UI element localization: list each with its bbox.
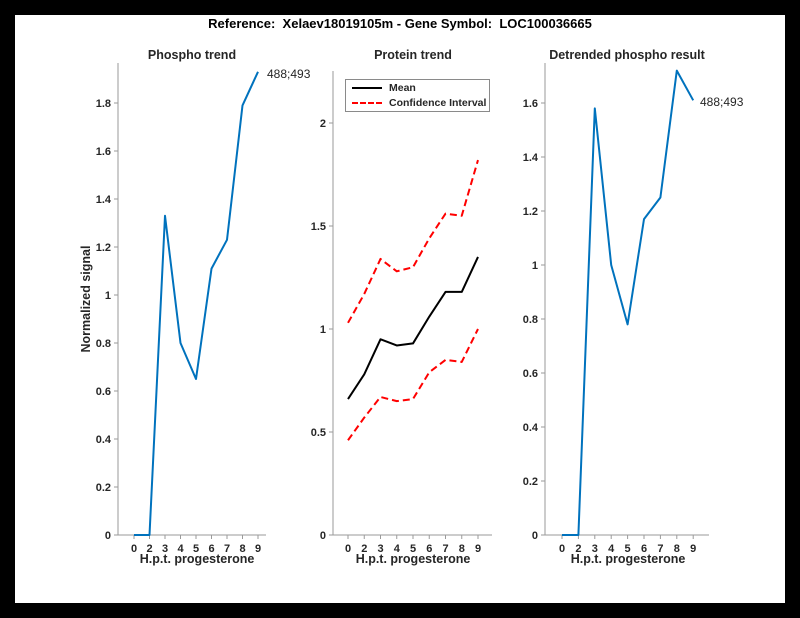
detrended-phospho-x-tick-label: 3 — [592, 543, 598, 555]
subplot2-title: Protein trend — [374, 48, 452, 62]
subplot1-datatip: 488;493 — [267, 67, 311, 81]
detrended-phospho-y-tick-label: 1.2 — [523, 206, 538, 218]
detrended-phospho-y-tick-label: 1.4 — [523, 152, 539, 164]
phospho-trend-phospho-signal-line — [134, 71, 259, 536]
detrended-phospho-x-tick-label: 6 — [641, 543, 647, 555]
phospho-trend-axes: 0 2 3 4 5 6 7 8 900.20.40.60.811.21.41.61.8 — [96, 63, 266, 555]
confidence-interval-line-sample — [352, 102, 382, 104]
phospho-trend-y-tick-label: 1 — [105, 290, 111, 302]
subplot1-xlabel: H.p.t. progesterone — [139, 552, 255, 566]
protein-trend-ci-upper-line — [347, 159, 479, 324]
protein-trend-x-tick-label: 5 — [410, 543, 416, 555]
detrended-phospho-x-tick-label: 4 — [608, 543, 615, 555]
figure-background — [15, 15, 785, 603]
phospho-trend-x-tick-label: 3 — [162, 543, 168, 555]
protein-trend-y-tick-label: 2 — [320, 118, 326, 130]
phospho-trend-y-tick-label: 1.8 — [96, 98, 111, 110]
phospho-trend-x-tick-label: 2 — [146, 543, 152, 555]
legend-row-mean: Mean — [346, 81, 489, 95]
subplot1-ylabel: Normalized signal — [79, 245, 93, 353]
detrended-phospho-y-tick-label: 1.6 — [523, 98, 538, 110]
phospho-trend-y-tick-label: 0.6 — [96, 386, 111, 398]
phospho-trend-y-tick-label: 0.8 — [96, 338, 111, 350]
protein-trend-x-tick-label: 9 — [475, 543, 481, 555]
detrended-phospho-x-tick-label: 7 — [657, 543, 663, 555]
subplot3-datatip: 488;493 — [700, 95, 744, 109]
subplot1-title: Phospho trend — [147, 48, 237, 62]
protein-trend-x-tick-label: 6 — [426, 543, 432, 555]
detrended-phospho-detrended-signal-line — [562, 69, 695, 536]
legend-label-confidence-interval: Confidence Interval — [389, 97, 487, 109]
phospho-trend-x-tick-label: 5 — [193, 543, 199, 555]
protein-trend-x-tick-label: 7 — [442, 543, 448, 555]
phospho-trend-x-tick-label: 8 — [239, 543, 245, 555]
detrended-phospho-x-tick-label: 0 — [559, 543, 565, 555]
protein-trend-x-tick-label: 3 — [377, 543, 383, 555]
legend-row-confidence-interval: Confidence Interval — [346, 96, 489, 110]
detrended-phospho-y-tick-label: 0 — [532, 530, 538, 542]
phospho-trend-y-tick-label: 0.4 — [96, 434, 112, 446]
detrended-phospho-x-tick-label: 8 — [674, 543, 680, 555]
phospho-trend-x-tick-label: 9 — [255, 543, 261, 555]
protein-trend-x-tick-label: 0 — [345, 543, 351, 555]
detrended-phospho-y-tick-label: 1 — [532, 260, 538, 272]
phospho-trend-y-tick-label: 1.6 — [96, 146, 111, 158]
protein-trend-ci-lower-line — [347, 328, 479, 441]
protein-trend-y-tick-label: 1.5 — [311, 221, 326, 233]
phospho-trend-y-tick-label: 1.4 — [96, 194, 112, 206]
phospho-trend-x-tick-label: 6 — [208, 543, 214, 555]
detrended-phospho-y-tick-label: 0.2 — [523, 476, 538, 488]
protein-trend-x-tick-label: 4 — [394, 543, 401, 555]
protein-trend-x-tick-label: 8 — [459, 543, 465, 555]
detrended-phospho-y-tick-label: 0.6 — [523, 368, 538, 380]
protein-trend-y-tick-label: 0 — [320, 530, 326, 542]
subplot3-title: Detrended phospho result — [549, 48, 705, 62]
protein-trend-x-tick-label: 2 — [361, 543, 367, 555]
detrended-phospho-y-tick-label: 0.8 — [523, 314, 538, 326]
phospho-trend-x-tick-label: 0 — [131, 543, 137, 555]
detrended-phospho-axes: 0 2 3 4 5 6 7 8 900.20.40.60.811.21.41.6 — [523, 63, 709, 555]
detrended-phospho-x-tick-label: 2 — [575, 543, 581, 555]
protein-trend-axes: 0 2 3 4 5 6 7 8 900.511.52 — [311, 71, 492, 555]
protein-trend-y-tick-label: 0.5 — [311, 427, 326, 439]
subplot3-xlabel: H.p.t. progesterone — [570, 552, 686, 566]
phospho-trend-y-tick-label: 1.2 — [96, 242, 111, 254]
phospho-trend-y-tick-label: 0 — [105, 530, 111, 542]
phospho-trend-y-tick-label: 0.2 — [96, 482, 111, 494]
phospho-trend-x-tick-label: 7 — [224, 543, 230, 555]
detrended-phospho-x-tick-label: 5 — [625, 543, 631, 555]
subplot2-xlabel: H.p.t. progesterone — [355, 552, 471, 566]
figure-title: Reference: Xelaev18019105m - Gene Symbol… — [208, 16, 592, 31]
detrended-phospho-x-tick-label: 9 — [690, 543, 696, 555]
legend-box: Mean Confidence Interval — [345, 79, 490, 112]
legend-label-mean: Mean — [389, 82, 416, 94]
protein-trend-mean-line — [347, 256, 479, 400]
protein-trend-y-tick-label: 1 — [320, 324, 326, 336]
detrended-phospho-y-tick-label: 0.4 — [523, 422, 539, 434]
mean-line-sample — [352, 87, 382, 89]
phospho-trend-x-tick-label: 4 — [177, 543, 184, 555]
